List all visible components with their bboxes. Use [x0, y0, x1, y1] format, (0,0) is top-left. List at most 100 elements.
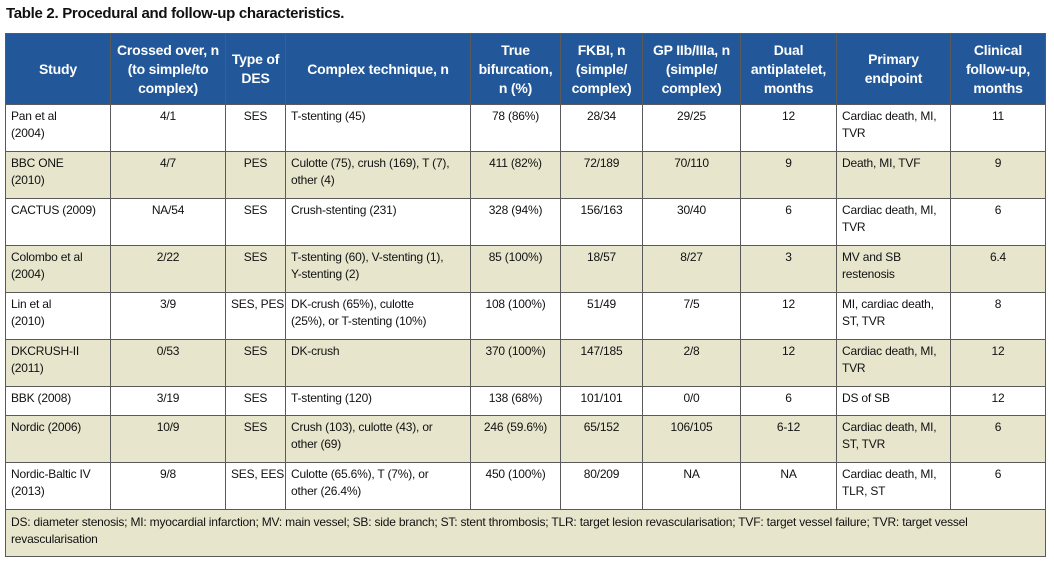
table-cell: 6 [950, 462, 1046, 510]
cell-line: 72/189 [583, 156, 620, 170]
cell-line: 6 [785, 203, 792, 217]
cell-line: 7/5 [683, 297, 700, 311]
cell-line: (2010) [11, 173, 45, 187]
cell-line: 6 [785, 391, 792, 405]
table-cell: DS of SB [836, 386, 951, 416]
table-cell: Culotte (65.6%), T (7%), or other (26.4%) [285, 462, 471, 510]
cell-line: Death, MI, TVF [842, 156, 921, 170]
cell-line: 12 [782, 344, 795, 358]
cell-line: Complex technique, n [307, 60, 449, 77]
cell-line: Dual [773, 41, 804, 58]
table-cell: 101/101 [560, 386, 643, 416]
table-cell: 6 [950, 198, 1046, 246]
cell-line: 28/34 [586, 109, 617, 123]
cell-line: Crush-stenting (231) [291, 203, 397, 217]
table-cell: MV and SB restenosis [836, 245, 951, 293]
table-cell: 9 [740, 151, 837, 199]
cell-line: TVR [842, 220, 866, 234]
table-cell: Death, MI, TVF [836, 151, 951, 199]
cell-line: 12 [782, 297, 795, 311]
cell-line: CACTUS (2009) [11, 203, 96, 217]
table-cell: 0/0 [642, 386, 741, 416]
cell-line: FKBI, n [577, 41, 626, 58]
table-cell: 72/189 [560, 151, 643, 199]
cell-line: (2013) [11, 484, 45, 498]
cell-line: complex) [138, 79, 198, 96]
cell-line: (2010) [11, 314, 45, 328]
cell-line: BBK (2008) [11, 391, 72, 405]
cell-line: 29/25 [676, 109, 707, 123]
table-cell: Cardiac death, MI, ST, TVR [836, 415, 951, 463]
cell-line: 6 [994, 203, 1002, 217]
footnote: DS: diameter stenosis; MI: myocardial in… [5, 509, 1046, 557]
cell-line: TVR [842, 126, 866, 140]
header-cell: FKBI, n (simple/complex) [560, 33, 643, 105]
cell-line: Cardiac death, MI, [842, 344, 937, 358]
cell-line: NA [780, 467, 797, 481]
cell-line: NA [683, 467, 700, 481]
cell-line: 8/27 [680, 250, 703, 264]
cell-line: 51/49 [586, 297, 617, 311]
cell-line: (simple/ [665, 60, 718, 77]
cell-line: 6 [994, 467, 1002, 481]
table-cell: Pan et al (2004) [5, 104, 111, 152]
table-cell: Cardiac death, MI, TLR, ST [836, 462, 951, 510]
table-cell: 2/8 [642, 339, 741, 387]
table-cell: 411 (82%) [470, 151, 561, 199]
cell-line: 4/1 [159, 109, 177, 123]
table-cell: Cardiac death, MI, TVR [836, 339, 951, 387]
cell-line: SES, PES [231, 297, 285, 311]
cell-line: SES [243, 344, 268, 358]
table-cell: NA [740, 462, 837, 510]
table-cell: 85 (100%) [470, 245, 561, 293]
cell-line: n (%) [498, 79, 533, 96]
table-cell: 18/57 [560, 245, 643, 293]
cell-line: bifurcation, [478, 60, 553, 77]
table-cell: 6-12 [740, 415, 837, 463]
cell-line: 450 (100%) [485, 467, 546, 481]
cell-line: True [501, 41, 530, 58]
table-cell: SES [225, 198, 286, 246]
cell-line: Cardiac death, MI, [842, 203, 937, 217]
header-cell: Clinical follow-up, months [950, 33, 1046, 105]
table-cell: 3/19 [110, 386, 226, 416]
cell-line: 2/22 [156, 250, 180, 264]
cell-line: 10/9 [156, 420, 180, 434]
table-cell: 246 (59.6%) [470, 415, 561, 463]
table-cell: 6.4 [950, 245, 1046, 293]
table-cell: 0/53 [110, 339, 226, 387]
header-cell: Type of DES [225, 33, 286, 105]
cell-line: 65/152 [583, 420, 620, 434]
cell-line: 8 [994, 297, 1002, 311]
table-cell: 370 (100%) [470, 339, 561, 387]
cell-line: Culotte (75), crush (169), T (7), [291, 156, 450, 170]
cell-line: Clinical [973, 41, 1023, 58]
cell-line: TVR [842, 361, 866, 375]
table-cell: 78 (86%) [470, 104, 561, 152]
table-cell: 12 [950, 386, 1046, 416]
table-cell: Cardiac death, MI, TVR [836, 198, 951, 246]
table-cell: NA [642, 462, 741, 510]
table-cell: 328 (94%) [470, 198, 561, 246]
cell-line: other (26.4%) [291, 484, 362, 498]
table-row: CACTUS (2009) NA/54 SES Crush-stenting (231… [5, 198, 1046, 246]
cell-line: 6 [994, 420, 1002, 434]
table: Study Crossed over, n (to simple/to complex… [5, 33, 1046, 557]
cell-line: Type of [231, 51, 280, 67]
cell-line: (2011) [11, 361, 44, 375]
header-cell: Dual antiplatelet, months [740, 33, 837, 105]
cell-line: 147/185 [580, 344, 623, 358]
table-cell: Colombo et al (2004) [5, 245, 111, 293]
table-row: DKCRUSH-II (2011) 0/53 SES DK-crush 370 (100%… [5, 339, 1046, 387]
table-cell: NA/54 [110, 198, 226, 246]
cell-line: 106/105 [670, 420, 713, 434]
header-cell: GP IIb/IIIa, n (simple/complex) [642, 33, 741, 105]
cell-line: DS of SB [842, 391, 890, 405]
cell-line: 9 [994, 156, 1002, 170]
table-cell: 12 [740, 292, 837, 340]
cell-line: 328 (94%) [488, 203, 543, 217]
cell-line: Lin et al [11, 297, 52, 311]
cell-line: 12 [991, 391, 1005, 405]
table-cell: 106/105 [642, 415, 741, 463]
table-cell: Lin et al (2010) [5, 292, 111, 340]
